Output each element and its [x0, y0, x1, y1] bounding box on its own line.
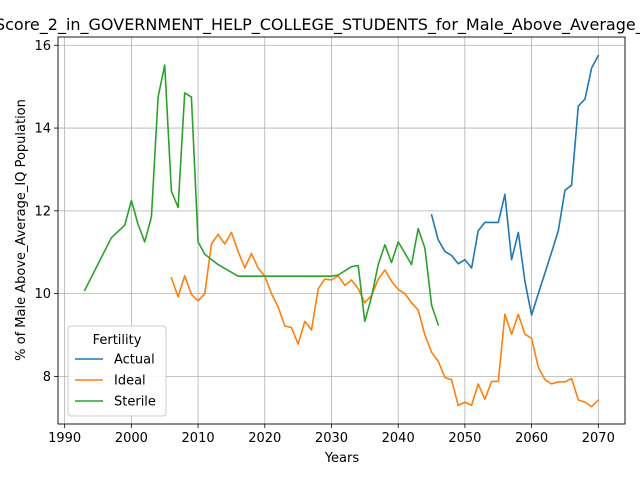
x-tick-label: 2040	[382, 431, 415, 446]
legend-label-ideal: Ideal	[114, 374, 146, 389]
x-tick-label: 2030	[315, 431, 348, 446]
y-axis-ticks: 8 10 12 14 16	[34, 39, 58, 385]
x-axis-ticks: 1990 2000 2010 2020 2030 2040 2050 2060 2070	[48, 424, 615, 446]
legend-entries: Actual Ideal Sterile	[75, 353, 156, 410]
y-tick-label: 12	[34, 204, 51, 219]
series-line-actual	[430, 54, 600, 316]
x-tick-label: 2010	[182, 431, 215, 446]
chart-title: Score_2_in_GOVERNMENT_HELP_COLLEGE_STUDE…	[0, 15, 640, 35]
x-tick-label: 2070	[582, 431, 615, 446]
legend-box	[67, 325, 167, 417]
legend-label-actual: Actual	[114, 353, 155, 368]
x-tick-label: 2020	[248, 431, 281, 446]
x-axis-label: Years	[324, 451, 360, 466]
x-tick-label: 2050	[448, 431, 481, 446]
y-tick-label: 8	[43, 370, 51, 385]
plot-area-frame	[57, 36, 626, 425]
x-tick-label: 1990	[48, 431, 81, 446]
legend-label-sterile: Sterile	[114, 395, 156, 410]
x-tick-label: 2000	[115, 431, 148, 446]
y-tick-label: 10	[34, 287, 51, 302]
legend-title: Fertility	[93, 333, 142, 348]
y-axis-label: % of Male Above_Average_IQ Population	[14, 99, 29, 361]
series-layer	[83, 54, 600, 408]
series-line-sterile	[83, 64, 440, 326]
y-tick-label: 16	[34, 39, 51, 54]
series-line-ideal	[170, 231, 600, 408]
legend: Fertility Actual Ideal Sterile	[67, 325, 167, 417]
x-tick-label: 2060	[515, 431, 548, 446]
y-tick-label: 14	[34, 122, 51, 137]
